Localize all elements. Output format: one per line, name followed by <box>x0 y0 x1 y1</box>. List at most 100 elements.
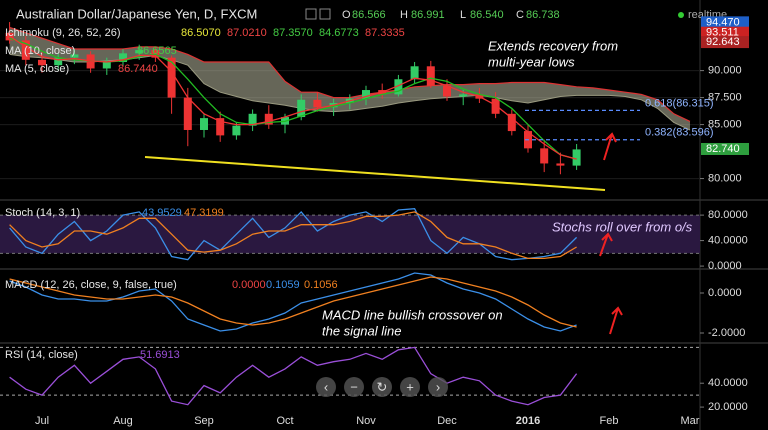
reset[interactable]: ↻ <box>372 377 392 397</box>
y-tick-label: 0.0000 <box>708 287 742 299</box>
legend-value: 0.1059 <box>266 279 300 291</box>
annotation: Extends recovery from <box>488 38 618 53</box>
candle-body <box>459 94 468 97</box>
candle-body <box>102 61 111 69</box>
arrow <box>609 306 623 335</box>
candle-body <box>200 118 208 130</box>
candle-body <box>119 53 127 62</box>
svg-text:›: › <box>436 379 440 394</box>
x-tick-label: Feb <box>600 415 619 427</box>
candle-body <box>556 163 565 166</box>
legend-value: 87.0210 <box>227 27 267 39</box>
candle-body <box>410 66 419 80</box>
scroll-right[interactable]: › <box>428 377 448 397</box>
series-line <box>9 346 578 406</box>
arrow <box>603 132 617 161</box>
candle-body <box>394 79 403 95</box>
price-tag-label: 92.643 <box>706 36 740 48</box>
ohlc-key: O <box>342 9 351 21</box>
legend-label: Stoch (14, 3, 1) <box>5 207 80 219</box>
candle-body <box>70 54 79 58</box>
cloud <box>9 27 691 130</box>
ohlc-key: C <box>516 9 524 21</box>
svg-text:↻: ↻ <box>377 379 388 394</box>
candle-body <box>540 148 549 164</box>
legend-value: 0.0000 <box>232 279 266 291</box>
fib-label: 0.382(83.596) <box>645 127 714 139</box>
plot-area: Jul Aug Sep Oct Nov Dec 2016 Feb Mar 80.000 85.000… <box>0 22 748 427</box>
candle-body <box>216 118 225 136</box>
x-tick-label: Sep <box>194 415 214 427</box>
annotation: multi-year lows <box>488 54 575 69</box>
y-tick-label: 0.0000 <box>708 260 742 272</box>
ohlc-value: 86.991 <box>411 9 445 21</box>
series-line <box>9 272 577 332</box>
y-tick-label: -2.0000 <box>708 327 745 339</box>
legend-label: MACD (12, 26, close, 9, false, true) <box>5 279 177 291</box>
candle-body <box>232 125 241 136</box>
candle-body <box>572 149 581 166</box>
y-tick-label: 20.0000 <box>708 401 748 413</box>
zoom-controls: ‹ − ↻ + › <box>316 377 448 397</box>
legend-value: 0.1056 <box>304 279 338 291</box>
candle-body <box>248 113 257 126</box>
series-line <box>9 276 577 328</box>
legend-label: MA (5, close) <box>5 63 69 75</box>
svg-text:−: − <box>350 379 358 394</box>
price-tag-label: 93.511 <box>706 27 739 39</box>
ohlc-key: H <box>400 9 408 21</box>
x-tick-label: Aug <box>113 415 133 427</box>
legend-label: MA (10, close) <box>5 45 75 57</box>
x-tick-label: Dec <box>437 415 457 427</box>
legend-value: 43.9529 <box>142 207 182 219</box>
candle-body <box>362 90 370 99</box>
price-tag-label: 94.470 <box>706 16 740 28</box>
legend-value: 47.3199 <box>184 207 224 219</box>
price-tag <box>701 142 749 155</box>
scroll-left[interactable]: ‹ <box>316 377 336 397</box>
candle-body <box>426 66 435 86</box>
legend-value: 84.6773 <box>319 27 359 39</box>
candle-body <box>21 40 30 60</box>
zoom-in[interactable]: + <box>400 377 420 397</box>
legend-value: 86.6565 <box>137 45 177 57</box>
icon[interactable] <box>305 8 317 20</box>
candle-body <box>313 99 322 108</box>
candle-body <box>297 99 306 118</box>
annotation: MACD line bullish crossover on <box>322 307 503 322</box>
price-tag <box>701 16 749 29</box>
legend-label: Ichimoku (9, 26, 52, 26) <box>5 27 121 39</box>
annotation: Stochs roll over from o/s <box>552 219 693 234</box>
candle-body <box>491 98 500 114</box>
y-tick-label: 90.000 <box>708 65 742 77</box>
ohlc-value: 86.540 <box>470 9 504 21</box>
series-line <box>9 208 578 261</box>
legend-value: 87.3335 <box>365 27 405 39</box>
candle-body <box>507 113 516 132</box>
x-tick-label: Oct <box>276 415 293 427</box>
legend-value: 86.5070 <box>181 27 221 39</box>
candle-body <box>167 57 176 98</box>
chart-title: Australian Dollar/Japanese Yen, D, FXCM <box>16 6 257 21</box>
y-tick-label: 40.0000 <box>708 377 748 389</box>
annotation: the signal line <box>322 323 402 338</box>
zoom-out[interactable]: − <box>344 377 364 397</box>
x-tick-label: 2016 <box>516 415 540 427</box>
status-dot <box>678 12 684 18</box>
candle-body <box>135 50 144 54</box>
legend-value: 86.7440 <box>118 63 158 75</box>
y-tick-label: 40.0000 <box>708 235 748 247</box>
series-line <box>9 211 577 260</box>
candle-body <box>443 85 451 97</box>
icon[interactable] <box>319 8 331 20</box>
arrow <box>599 232 613 257</box>
ohlc-key: L <box>460 9 466 21</box>
candle-body <box>54 57 63 66</box>
x-tick-label: Jul <box>35 415 49 427</box>
candle-body <box>183 97 192 130</box>
fib-label: 0.618(86.315) <box>645 97 714 109</box>
ohlc-value: 86.566 <box>352 9 386 21</box>
y-tick-label: 80.000 <box>708 172 742 184</box>
series-line <box>9 35 577 160</box>
